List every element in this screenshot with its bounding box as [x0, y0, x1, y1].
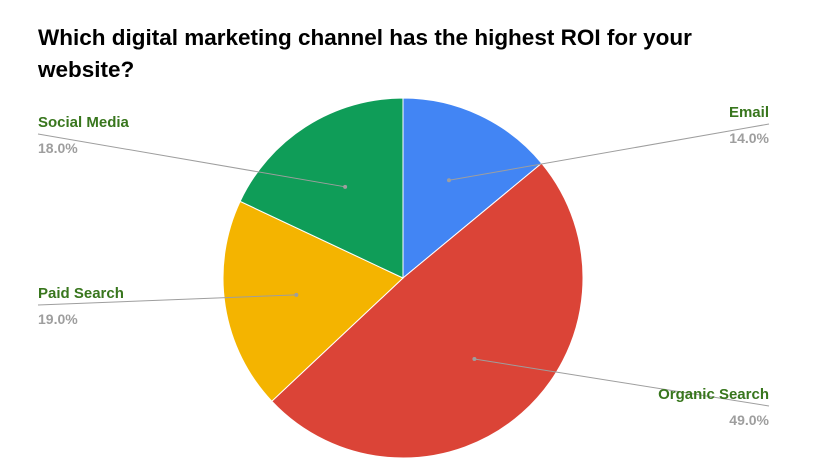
- leader-dot-organic-search: [472, 357, 477, 362]
- slice-value-organic-search: 49.0%: [729, 412, 769, 428]
- leader-line-organic-search: [474, 358, 770, 407]
- leader-line-paid-search: [37, 294, 297, 306]
- slice-value-paid-search: 19.0%: [38, 311, 78, 327]
- leader-lines: [37, 123, 770, 407]
- slice-value-social-media: 18.0%: [38, 140, 78, 156]
- slice-value-email: 14.0%: [729, 130, 769, 146]
- slice-label-email: Email: [729, 104, 769, 121]
- leader-dot-social-media: [343, 184, 348, 189]
- leader-line-email: [448, 123, 770, 181]
- pie-slice-email: [402, 97, 543, 280]
- pie-slice-paid-search: [222, 200, 404, 402]
- leader-dot-email: [446, 178, 451, 183]
- slice-label-organic-search: Organic Search: [658, 386, 769, 403]
- pie-slice-organic-search: [271, 162, 584, 459]
- pie-slices: [222, 97, 584, 459]
- slice-label-social-media: Social Media: [38, 114, 130, 131]
- pie-slice-social-media: [239, 97, 404, 279]
- leader-dot-paid-search: [294, 292, 299, 297]
- leader-line-social-media: [37, 133, 346, 188]
- slice-labels: Email 14.0% Organic Search 49.0% Paid Search…: [38, 104, 770, 428]
- slice-label-paid-search: Paid Search: [38, 285, 124, 302]
- chart-title: Which digital marketing channel has the …: [38, 25, 692, 82]
